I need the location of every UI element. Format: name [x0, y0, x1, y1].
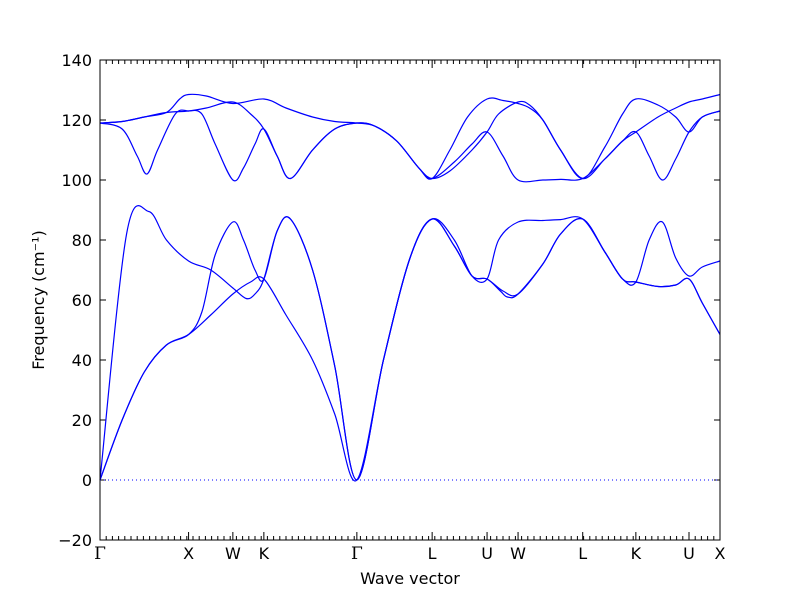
x-tick-label: Γ: [351, 544, 363, 564]
series-layer: [99, 93, 721, 482]
x-axis-title: Wave vector: [360, 569, 460, 588]
x-tick-label: L: [428, 544, 437, 563]
y-tick-label: 80: [72, 231, 92, 250]
x-tick-label: U: [683, 544, 695, 563]
x-tick-label: X: [715, 544, 726, 563]
y-axis-title: Frequency (cm⁻¹): [29, 230, 48, 369]
y-tick-label: 20: [72, 411, 92, 430]
band-line-3: [99, 205, 721, 481]
y-tick-label: −20: [58, 531, 92, 550]
y-tick-label: 120: [61, 111, 92, 130]
y-tick-label: 60: [72, 291, 92, 310]
x-tick-label: W: [510, 544, 526, 563]
x-tick-label: X: [183, 544, 194, 563]
x-tick-label: Γ: [94, 544, 106, 564]
x-tick-label: L: [578, 544, 587, 563]
y-tick-label: 0: [82, 471, 92, 490]
y-tick-label: 40: [72, 351, 92, 370]
x-tick-label: W: [225, 544, 241, 563]
y-tick-label: 140: [61, 51, 92, 70]
x-tick-label: K: [631, 544, 642, 563]
band-line-6: [99, 93, 721, 180]
y-tick-label: 100: [61, 171, 92, 190]
plot-background: [100, 60, 720, 540]
x-tick-label: K: [259, 544, 270, 563]
plot-frame: [99, 59, 721, 541]
x-tick-label: U: [481, 544, 493, 563]
